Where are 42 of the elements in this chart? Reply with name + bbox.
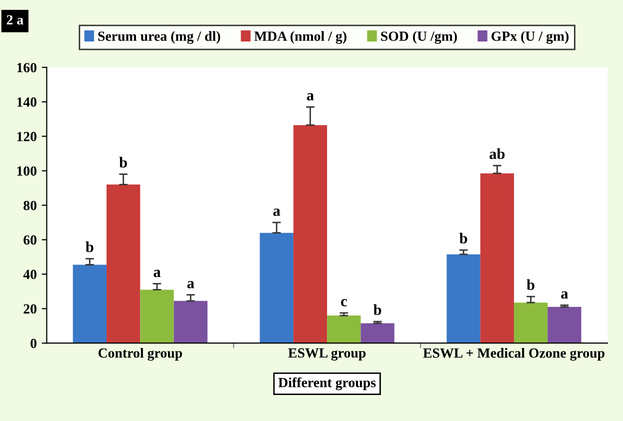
data-label: ab <box>490 148 505 160</box>
data-label: a <box>306 93 314 100</box>
bar <box>140 290 174 344</box>
y-tick-label: 0 <box>30 338 36 348</box>
bar <box>327 316 361 344</box>
y-tick-label: 80 <box>24 200 36 210</box>
data-label: b <box>459 232 468 244</box>
legend-label: SOD (U /gm) <box>381 31 457 44</box>
bar <box>293 125 328 344</box>
y-tick-label: 140 <box>17 97 36 107</box>
data-label: a <box>273 208 280 216</box>
bar <box>548 306 582 344</box>
bar <box>260 232 294 344</box>
legend-label: Serum urea (mg / dl) <box>98 31 220 44</box>
data-label: b <box>526 279 534 290</box>
bar <box>360 323 394 344</box>
y-tick-label: 160 <box>17 62 36 72</box>
y-tick-label: 120 <box>17 132 36 142</box>
y-tick-label: 20 <box>24 304 36 314</box>
bar <box>72 264 107 344</box>
data-label: a <box>561 291 568 299</box>
legend-label: MDA (nmol / g) <box>254 31 346 44</box>
data-label: b <box>373 304 382 316</box>
bar <box>106 184 140 344</box>
text: 2 a <box>6 15 24 25</box>
x-axis-title: Different groups <box>278 377 376 390</box>
data-label: a <box>187 280 194 288</box>
x-tick-label: ESWL + Medical Ozone group <box>423 348 604 361</box>
x-tick-label: ESWL group <box>288 348 366 361</box>
bar <box>514 302 548 344</box>
y-tick-label: 60 <box>24 235 36 245</box>
data-label: b <box>119 156 127 168</box>
data-label: b <box>86 241 94 252</box>
y-tick-label: 100 <box>17 166 36 176</box>
data-label: a <box>154 270 161 278</box>
x-tick-label: Control group <box>98 348 182 361</box>
bar <box>446 254 480 344</box>
bar <box>480 173 514 344</box>
y-tick-label: 40 <box>23 270 36 280</box>
legend-label: GPx (U / gm) <box>492 31 569 44</box>
bar <box>174 300 208 344</box>
data-label: c <box>341 299 347 306</box>
